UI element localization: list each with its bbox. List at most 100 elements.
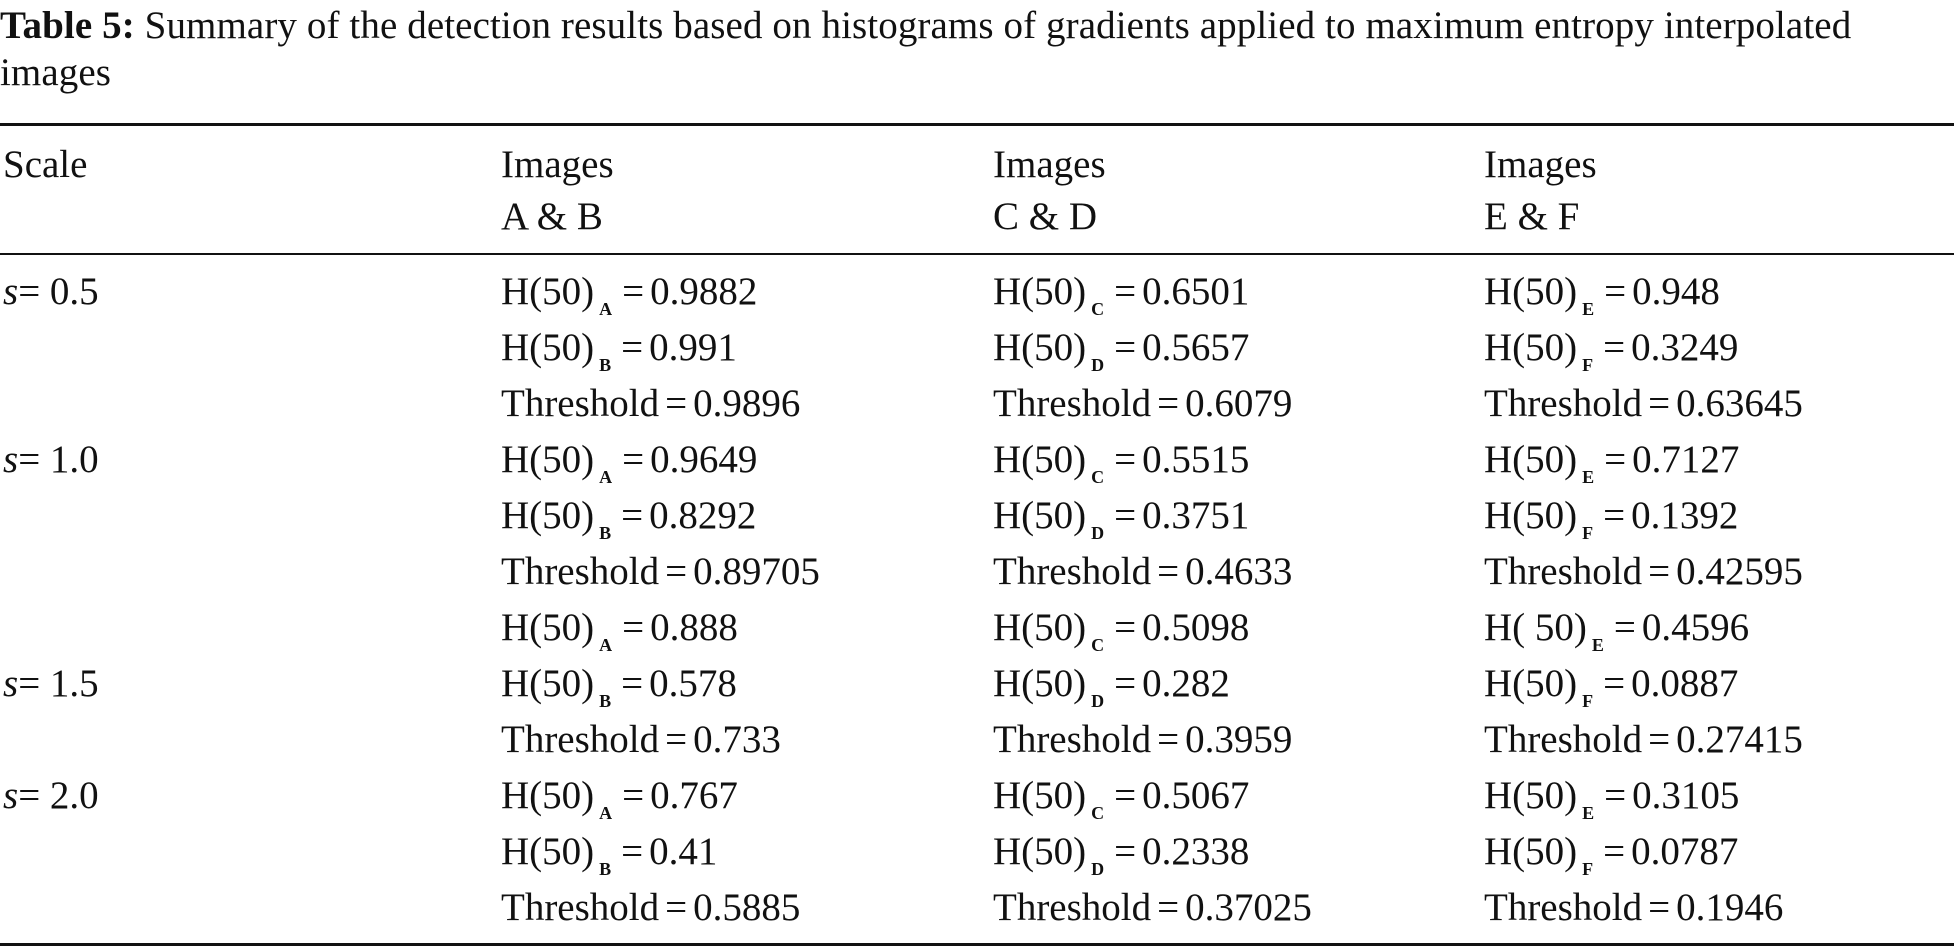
threshold-entry: Threshold = 0.5885: [501, 880, 800, 936]
h50-entry: H(50) A = 0.9882: [501, 264, 800, 320]
entry-name: H(50): [993, 606, 1087, 649]
entry-name: H(50): [993, 774, 1087, 817]
table-cell: H(50) C = 0.6501 H(50) D = 0.5657 Threshold = 0.60…: [993, 264, 1292, 432]
entry-subscript: B: [599, 523, 612, 543]
entry-value: 0.3105: [1632, 774, 1740, 817]
entry-name: Threshold: [993, 718, 1152, 761]
entry-value: 0.89705: [693, 550, 820, 593]
h50-entry: H(50) A = 0.888: [501, 600, 781, 656]
table-cell: H(50) E = 0.948 H(50) F = 0.3249 Threshold = 0.636…: [1484, 264, 1803, 432]
equals-sign: =: [1114, 606, 1137, 649]
table-cell: H(50) A = 0.767 H(50) B = 0.41 Threshold = 0.5885: [501, 768, 800, 936]
scale-value: = 1.0: [18, 438, 99, 481]
entry-value: 0.0787: [1631, 830, 1739, 873]
entry-value: 0.3751: [1142, 494, 1250, 537]
equals-sign: =: [622, 606, 645, 649]
table-caption: Table 5: Summary of the detection result…: [0, 2, 1950, 96]
entry-value: 0.37025: [1185, 886, 1312, 929]
entry-subscript: E: [1582, 467, 1595, 487]
entry-subscript: A: [599, 803, 613, 823]
h50-entry: H(50) E = 0.3105: [1484, 768, 1783, 824]
h50-entry: H(50) E = 0.948: [1484, 264, 1803, 320]
equals-sign: =: [1603, 494, 1626, 537]
header-line2: A & B: [501, 195, 603, 238]
entry-subscript: F: [1582, 523, 1594, 543]
equals-sign: =: [621, 662, 644, 705]
entry-name: H(50): [1484, 662, 1578, 705]
h50-entry: H(50) F = 0.1392: [1484, 488, 1803, 544]
entry-name: Threshold: [501, 550, 660, 593]
equals-sign: =: [1648, 886, 1671, 929]
entry-value: 0.27415: [1676, 718, 1803, 761]
entry-name: H(50): [993, 830, 1087, 873]
entry-subscript: D: [1091, 355, 1105, 375]
h50-entry: H(50) D = 0.2338: [993, 824, 1312, 880]
threshold-entry: Threshold = 0.89705: [501, 544, 820, 600]
h50-entry: H(50) F = 0.0887: [1484, 656, 1803, 712]
entry-value: 0.6079: [1185, 382, 1293, 425]
equals-sign: =: [1157, 550, 1180, 593]
entry-value: 0.7127: [1632, 438, 1740, 481]
entry-value: 0.5657: [1142, 326, 1250, 369]
entry-name: H(50): [501, 774, 595, 817]
threshold-entry: Threshold = 0.4633: [993, 544, 1292, 600]
entry-subscript: E: [1591, 635, 1604, 655]
scale-variable: s: [3, 438, 19, 481]
entry-subscript: D: [1091, 859, 1105, 879]
threshold-entry: Threshold = 0.6079: [993, 376, 1292, 432]
threshold-entry: Threshold = 0.1946: [1484, 880, 1783, 936]
entry-name: H(50): [993, 438, 1087, 481]
threshold-entry: Threshold = 0.733: [501, 712, 781, 768]
table-header-rule: [0, 253, 1954, 255]
h50-entry: H(50) F = 0.3249: [1484, 320, 1803, 376]
threshold-entry: Threshold = 0.27415: [1484, 712, 1803, 768]
entry-value: 0.578: [649, 662, 737, 705]
h50-entry: H(50) C = 0.5515: [993, 432, 1292, 488]
equals-sign: =: [622, 774, 645, 817]
entry-subscript: D: [1091, 523, 1105, 543]
entry-subscript: F: [1582, 859, 1594, 879]
entry-name: H(50): [1484, 830, 1578, 873]
caption-label: Table 5:: [0, 4, 135, 47]
entry-name: H(50): [501, 270, 595, 313]
h50-entry: H(50) D = 0.3751: [993, 488, 1292, 544]
table-cell: H( 50) E = 0.4596 H(50) F = 0.0887 Threshold = 0.2…: [1484, 600, 1803, 768]
entry-subscript: B: [599, 355, 612, 375]
entry-value: 0.5885: [693, 886, 801, 929]
h50-entry: H(50) C = 0.5098: [993, 600, 1292, 656]
equals-sign: =: [1648, 718, 1671, 761]
equals-sign: =: [1603, 326, 1626, 369]
equals-sign: =: [621, 494, 644, 537]
scale-variable: s: [3, 774, 19, 817]
entry-value: 0.767: [650, 774, 738, 817]
h50-entry: H(50) A = 0.767: [501, 768, 800, 824]
table-bottom-rule: [0, 943, 1954, 946]
scale-label: s= 1.5: [3, 656, 99, 712]
threshold-entry: Threshold = 0.42595: [1484, 544, 1803, 600]
equals-sign: =: [621, 830, 644, 873]
scale-label: s= 1.0: [3, 432, 99, 488]
equals-sign: =: [1114, 438, 1137, 481]
equals-sign: =: [1114, 326, 1137, 369]
table-cell: H(50) C = 0.5515 H(50) D = 0.3751 Threshold = 0.46…: [993, 432, 1292, 600]
entry-name: H( 50): [1484, 606, 1587, 649]
header-line2: E & F: [1484, 195, 1580, 238]
entry-name: H(50): [501, 830, 595, 873]
entry-subscript: A: [599, 635, 613, 655]
entry-subscript: B: [599, 691, 612, 711]
entry-name: H(50): [993, 326, 1087, 369]
equals-sign: =: [1603, 830, 1626, 873]
entry-value: 0.2338: [1142, 830, 1250, 873]
header-line1: Images: [1484, 143, 1597, 186]
entry-name: H(50): [501, 606, 595, 649]
entry-value: 0.3959: [1185, 718, 1293, 761]
entry-value: 0.991: [649, 326, 737, 369]
entry-subscript: A: [599, 299, 613, 319]
entry-subscript: A: [599, 467, 613, 487]
h50-entry: H(50) B = 0.578: [501, 656, 781, 712]
entry-value: 0.948: [1632, 270, 1720, 313]
caption-text: Summary of the detection results based o…: [0, 4, 1852, 94]
threshold-entry: Threshold = 0.9896: [501, 376, 800, 432]
entry-name: H(50): [1484, 494, 1578, 537]
entry-value: 0.41: [649, 830, 718, 873]
